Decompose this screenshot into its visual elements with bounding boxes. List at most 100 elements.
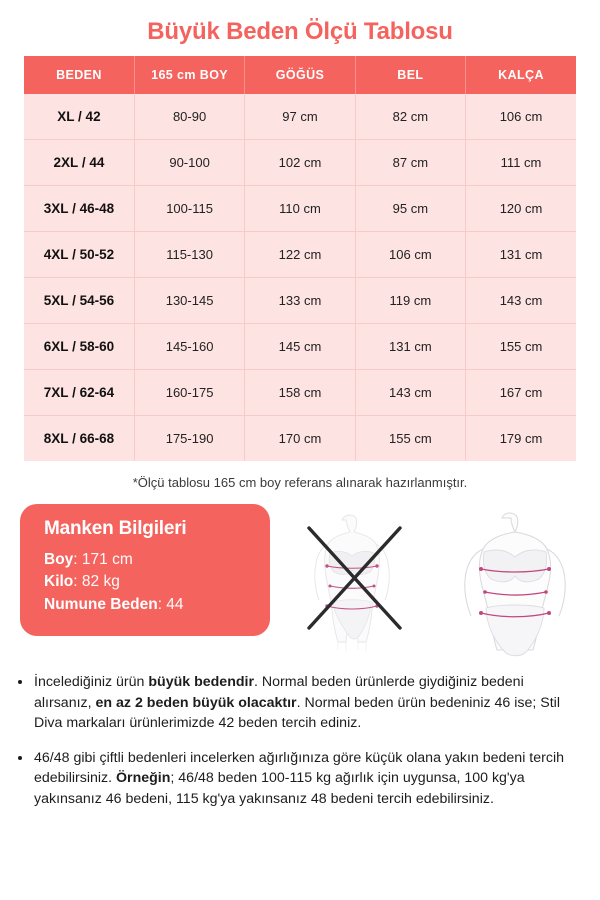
bullet-dot-icon <box>18 755 22 760</box>
slim-left-arm <box>314 543 329 601</box>
measure-cell: 160-175 <box>134 369 246 416</box>
measure-cell: 97 cm <box>244 94 356 140</box>
table-header: BEDEN 165 cm BOY GÖĞÜS BEL KALÇA <box>24 56 576 94</box>
size-label-cell: 3XL / 46-48 <box>24 185 135 232</box>
measure-cell: 119 cm <box>355 277 467 324</box>
note-item: 46/48 gibi çiftli bedenleri incelerken a… <box>0 748 600 810</box>
measure-cell: 90-100 <box>134 139 246 186</box>
table-row: 2XL / 44 90-100 102 cm 87 cm 111 cm <box>24 139 576 186</box>
column-header-0: BEDEN <box>24 56 135 94</box>
note-text: İncelediğiniz ürün <box>34 674 149 690</box>
measure-cell: 106 cm <box>465 94 576 140</box>
note-item: İncelediğiniz ürün büyük bedendir. Norma… <box>0 672 600 734</box>
measure-cell: 133 cm <box>244 277 356 324</box>
table-row: 6XL / 58-60 145-160 145 cm 131 cm 155 cm <box>24 323 576 370</box>
plus-right-arm <box>546 548 566 617</box>
measure-cell: 130-145 <box>134 277 246 324</box>
size-label-cell: 8XL / 66-68 <box>24 415 135 461</box>
table-row: 7XL / 62-64 160-175 158 cm 143 cm 167 cm <box>24 369 576 416</box>
model-card-title: Manken Bilgileri <box>44 518 187 539</box>
plus-waist-line <box>484 591 547 596</box>
measure-cell: 145 cm <box>244 323 356 370</box>
model-info-list: Boy: 171 cm Kilo: 82 kg Numune Beden: 44 <box>44 549 270 616</box>
plus-hip-line <box>480 612 550 618</box>
measure-cell: 155 cm <box>465 323 576 370</box>
measure-cell: 131 cm <box>355 323 467 370</box>
measure-cell: 106 cm <box>355 231 467 278</box>
measure-cell: 95 cm <box>355 185 467 232</box>
notes-list: İncelediğiniz ürün büyük bedendir. Norma… <box>0 672 600 810</box>
column-header-2: GÖĞÜS <box>244 56 356 94</box>
body-figures-illustration <box>300 506 590 661</box>
slim-reflection <box>337 642 367 652</box>
measure-cell: 145-160 <box>134 323 246 370</box>
plus-size-body-figure <box>464 512 566 657</box>
measure-cell: 87 cm <box>355 139 467 186</box>
measure-cell: 175-190 <box>134 415 246 461</box>
note-emphasis: Örneğin <box>116 770 171 787</box>
slim-body-figure <box>314 514 390 652</box>
table-row: 4XL / 50-52 115-130 122 cm 106 cm 131 cm <box>24 231 576 278</box>
model-info-row: Numune Beden: 44 <box>44 594 270 616</box>
measure-cell: 102 cm <box>244 139 356 186</box>
cross-out-x-icon <box>307 526 402 630</box>
table-body: XL / 42 80-90 97 cm 82 cm 106 cm 2XL / 44 90-1… <box>24 94 576 461</box>
size-label-cell: 7XL / 62-64 <box>24 369 135 416</box>
measure-cell: 131 cm <box>465 231 576 278</box>
size-label-cell: 5XL / 54-56 <box>24 277 135 324</box>
measure-cell: 179 cm <box>465 415 576 461</box>
measure-cell: 82 cm <box>355 94 467 140</box>
measure-cell: 120 cm <box>465 185 576 232</box>
note-text: . Normal beden ürünlerde giydiğiniz bede… <box>34 674 524 711</box>
size-label-cell: 6XL / 58-60 <box>24 323 135 370</box>
slim-briefs <box>332 599 372 640</box>
slim-bust-line <box>326 565 378 569</box>
slim-hip-line <box>326 605 378 610</box>
size-label-cell: XL / 42 <box>24 94 135 140</box>
column-header-3: BEL <box>355 56 467 94</box>
note-text: ; 46/48 beden 100-115 kg ağırlık için uy… <box>34 770 525 807</box>
measure-cell: 110 cm <box>244 185 356 232</box>
model-info-section: Manken Bilgileri Boy: 171 cm Kilo: 82 kg N… <box>0 504 600 666</box>
size-label-cell: 4XL / 50-52 <box>24 231 135 278</box>
size-table-container: BEDEN 165 cm BOY GÖĞÜS BEL KALÇA XL / 42 80-9… <box>24 56 576 461</box>
model-info-label: Kilo <box>44 573 74 591</box>
measure-cell: 158 cm <box>244 369 356 416</box>
measure-cell: 122 cm <box>244 231 356 278</box>
model-info-value: : 171 cm <box>73 551 133 568</box>
model-info-row: Kilo: 82 kg <box>44 571 270 593</box>
slim-waist-line <box>329 585 375 589</box>
bullet-dot-icon <box>18 680 22 684</box>
table-header-row: BEDEN 165 cm BOY GÖĞÜS BEL KALÇA <box>24 56 576 94</box>
measure-cell: 143 cm <box>465 277 576 324</box>
plus-left-arm <box>464 548 484 617</box>
table-row: 8XL / 66-68 175-190 170 cm 155 cm 179 cm <box>24 415 576 461</box>
column-header-1: 165 cm BOY <box>134 56 246 94</box>
table-row: XL / 42 80-90 97 cm 82 cm 106 cm <box>24 94 576 140</box>
measure-cell: 143 cm <box>355 369 467 416</box>
plus-measure-lines <box>480 568 550 618</box>
model-info-value: : 82 kg <box>73 573 120 591</box>
measure-cell: 167 cm <box>465 369 576 416</box>
model-info-card: Manken Bilgileri Boy: 171 cm Kilo: 82 kg N… <box>20 504 270 636</box>
measure-cell: 100-115 <box>134 185 246 232</box>
measure-cell: 111 cm <box>465 139 576 186</box>
measure-cell: 115-130 <box>134 231 246 278</box>
size-label-cell: 2XL / 44 <box>24 139 135 186</box>
measure-cell: 80-90 <box>134 94 246 140</box>
note-emphasis: büyük bedendir <box>148 674 254 690</box>
plus-bra <box>482 549 548 583</box>
plus-measure-endpoints <box>479 567 551 615</box>
slim-measure-lines <box>326 565 378 610</box>
model-info-label: Boy <box>44 551 74 568</box>
page-title: Büyük Beden Ölçü Tablosu <box>147 18 453 45</box>
plus-bust-line <box>480 568 550 573</box>
column-header-4: KALÇA <box>465 56 576 94</box>
measure-cell: 170 cm <box>244 415 356 461</box>
table-row: 5XL / 54-56 130-145 133 cm 119 cm 143 cm <box>24 277 576 324</box>
model-info-row: Boy: 171 cm <box>44 549 270 571</box>
note-text: . Normal beden ürün bedeniniz 46 ise; St… <box>34 694 560 732</box>
size-chart-table: BEDEN 165 cm BOY GÖĞÜS BEL KALÇA XL / 42 80-9… <box>24 56 576 461</box>
measure-cell: 155 cm <box>355 415 467 461</box>
table-row: 3XL / 46-48 100-115 110 cm 95 cm 120 cm <box>24 185 576 232</box>
